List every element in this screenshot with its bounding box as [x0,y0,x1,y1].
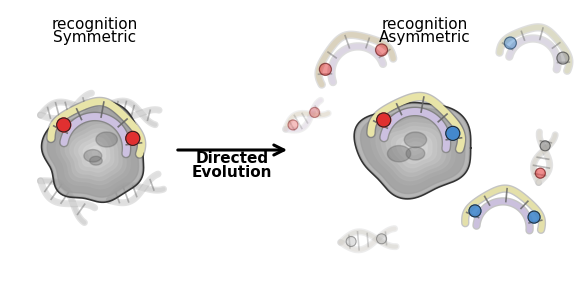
Text: Evolution: Evolution [192,165,272,180]
Circle shape [469,205,481,217]
Polygon shape [407,142,423,155]
Circle shape [310,107,320,118]
Polygon shape [371,115,456,185]
Polygon shape [386,126,441,172]
Polygon shape [388,145,411,162]
Polygon shape [404,132,427,148]
Polygon shape [88,146,101,160]
Circle shape [377,234,386,244]
Circle shape [446,126,460,140]
Polygon shape [60,120,126,185]
Circle shape [535,168,545,178]
Polygon shape [92,150,97,156]
Polygon shape [376,119,451,181]
Circle shape [528,211,540,223]
Polygon shape [84,142,105,164]
Circle shape [126,131,140,145]
Polygon shape [56,116,130,189]
Polygon shape [406,147,425,160]
Circle shape [376,44,388,56]
Polygon shape [74,133,114,172]
Circle shape [346,236,356,247]
Polygon shape [401,138,427,159]
Polygon shape [396,134,432,164]
Text: recognition: recognition [52,17,138,32]
Polygon shape [381,123,446,176]
Circle shape [56,118,71,132]
Polygon shape [366,111,460,189]
Polygon shape [412,146,418,151]
Text: recognition: recognition [382,17,468,32]
Circle shape [540,141,550,151]
Circle shape [288,120,298,130]
Polygon shape [90,156,103,165]
Circle shape [557,52,569,64]
Polygon shape [96,132,118,147]
Text: Symmetric: Symmetric [54,30,137,45]
Polygon shape [355,103,469,198]
Polygon shape [70,129,118,176]
Polygon shape [79,137,110,168]
Circle shape [319,63,331,75]
Polygon shape [65,124,122,181]
Text: Asymmetric: Asymmetric [379,30,471,45]
Polygon shape [84,149,102,162]
Polygon shape [391,130,437,168]
Circle shape [505,37,516,49]
Circle shape [377,113,391,127]
Polygon shape [52,111,134,193]
Polygon shape [43,103,143,201]
Text: Directed: Directed [195,151,268,166]
Polygon shape [361,107,465,194]
Polygon shape [47,107,138,197]
